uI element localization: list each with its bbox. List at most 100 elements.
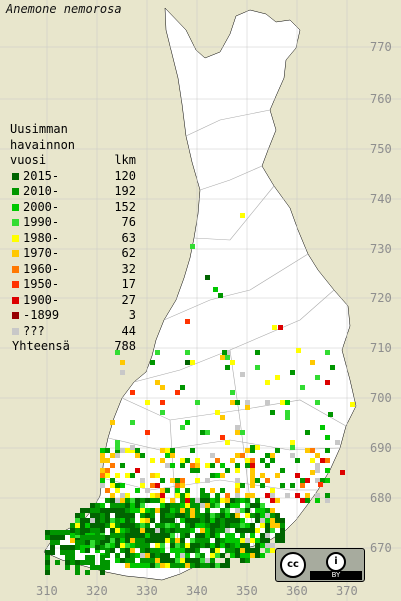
observation-square	[145, 548, 150, 553]
observation-square	[165, 533, 170, 538]
observation-square	[335, 440, 340, 445]
observation-square	[65, 565, 70, 570]
observation-square	[210, 543, 215, 548]
observation-square	[180, 483, 185, 488]
observation-square	[95, 523, 100, 528]
observation-square	[125, 523, 130, 528]
observation-square	[115, 538, 120, 543]
cc-license-badge[interactable]: cc i BY	[275, 548, 365, 582]
observation-square	[90, 528, 95, 533]
observation-square	[110, 543, 115, 548]
legend-rows: 2015- 120 2010- 192 2000- 152 1990- 76 1980- 63 19…	[6, 169, 136, 340]
observation-square	[105, 523, 110, 528]
observation-square	[165, 463, 170, 468]
observation-square	[205, 498, 210, 503]
observation-square	[200, 493, 205, 498]
observation-square	[300, 478, 305, 483]
observation-square	[225, 548, 230, 553]
observation-square	[140, 513, 145, 518]
observation-square	[265, 518, 270, 523]
observation-square	[155, 483, 160, 488]
observation-square	[80, 540, 85, 545]
observation-square	[145, 498, 150, 503]
legend-count: 27	[121, 292, 136, 307]
observation-square	[160, 448, 165, 453]
observation-square	[95, 503, 100, 508]
observation-square	[50, 545, 55, 550]
legend-heading-line-2: havainnon	[10, 137, 76, 152]
observation-square	[135, 533, 140, 538]
observation-square	[190, 538, 195, 543]
observation-square	[160, 518, 165, 523]
observation-square	[135, 508, 140, 513]
observation-square	[265, 533, 270, 538]
observation-square	[290, 440, 295, 445]
legend-swatch	[12, 327, 19, 335]
observation-square	[75, 545, 80, 550]
observation-square	[75, 513, 80, 518]
observation-square	[205, 513, 210, 518]
observation-square	[135, 453, 140, 458]
observation-square	[225, 355, 230, 360]
observation-square	[195, 548, 200, 553]
observation-square	[190, 244, 195, 249]
observation-square	[80, 548, 85, 553]
observation-square	[70, 538, 75, 543]
observation-square	[165, 563, 170, 568]
observation-square	[265, 463, 270, 468]
observation-square	[285, 415, 290, 420]
observation-square	[225, 350, 230, 355]
observation-square	[130, 420, 135, 425]
observation-square	[45, 560, 50, 565]
observation-square	[180, 493, 185, 498]
observation-square	[120, 493, 125, 498]
observation-square	[150, 518, 155, 523]
observation-square	[240, 372, 245, 377]
observation-square	[90, 555, 95, 560]
y-tick-label: 770	[370, 40, 392, 54]
observation-square	[115, 543, 120, 548]
observation-square	[65, 550, 70, 555]
observation-square	[175, 543, 180, 548]
observation-square	[310, 458, 315, 463]
legend-year-label: ???	[23, 323, 45, 338]
observation-square	[200, 558, 205, 563]
observation-square	[90, 565, 95, 570]
legend-year-label: 1970-	[23, 246, 60, 260]
observation-square	[170, 508, 175, 513]
observation-square	[235, 425, 240, 430]
cc-icon: cc	[280, 552, 306, 578]
observation-square	[120, 370, 125, 375]
observation-square	[125, 538, 130, 543]
observation-square	[120, 463, 125, 468]
observation-square	[315, 498, 320, 503]
observation-square	[100, 540, 105, 545]
observation-square	[325, 458, 330, 463]
observation-square	[115, 445, 120, 450]
observation-square	[170, 563, 175, 568]
observation-square	[160, 503, 165, 508]
observation-square	[135, 468, 140, 473]
observation-square	[45, 550, 50, 555]
observation-square	[135, 543, 140, 548]
observation-square	[70, 528, 75, 533]
observation-square	[300, 483, 305, 488]
observation-square	[75, 523, 80, 528]
observation-square	[230, 543, 235, 548]
observation-square	[125, 448, 130, 453]
observation-square	[245, 528, 250, 533]
y-tick-label: 710	[370, 341, 392, 355]
observation-square	[45, 530, 50, 535]
observation-square	[170, 518, 175, 523]
x-tick-label: 370	[336, 584, 358, 598]
observation-square	[210, 548, 215, 553]
observation-square	[200, 553, 205, 558]
observation-square	[295, 473, 300, 478]
observation-square	[110, 518, 115, 523]
observation-square	[200, 518, 205, 523]
observation-square	[105, 560, 110, 565]
observation-square	[150, 483, 155, 488]
observation-square	[115, 498, 120, 503]
observation-square	[210, 523, 215, 528]
observation-square	[250, 538, 255, 543]
